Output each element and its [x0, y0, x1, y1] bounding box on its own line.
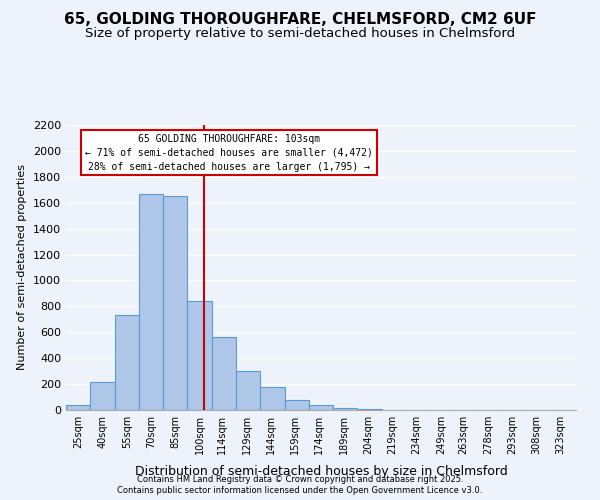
- Text: Contains HM Land Registry data © Crown copyright and database right 2025.: Contains HM Land Registry data © Crown c…: [137, 475, 463, 484]
- Y-axis label: Number of semi-detached properties: Number of semi-detached properties: [17, 164, 28, 370]
- Bar: [236, 371, 260, 410]
- Bar: [333, 408, 358, 410]
- Bar: [66, 405, 90, 410]
- Bar: [187, 301, 212, 410]
- Bar: [309, 406, 333, 410]
- Text: Size of property relative to semi-detached houses in Chelmsford: Size of property relative to semi-detach…: [85, 28, 515, 40]
- Bar: [163, 196, 187, 410]
- Bar: [284, 400, 309, 410]
- Text: 65, GOLDING THOROUGHFARE, CHELMSFORD, CM2 6UF: 65, GOLDING THOROUGHFARE, CHELMSFORD, CM…: [64, 12, 536, 28]
- Bar: [115, 316, 139, 410]
- Bar: [139, 194, 163, 410]
- Text: 65 GOLDING THOROUGHFARE: 103sqm
← 71% of semi-detached houses are smaller (4,472: 65 GOLDING THOROUGHFARE: 103sqm ← 71% of…: [85, 134, 373, 172]
- X-axis label: Distribution of semi-detached houses by size in Chelmsford: Distribution of semi-detached houses by …: [134, 466, 508, 478]
- Text: Contains public sector information licensed under the Open Government Licence v3: Contains public sector information licen…: [118, 486, 482, 495]
- Bar: [260, 386, 284, 410]
- Bar: [90, 382, 115, 410]
- Bar: [212, 338, 236, 410]
